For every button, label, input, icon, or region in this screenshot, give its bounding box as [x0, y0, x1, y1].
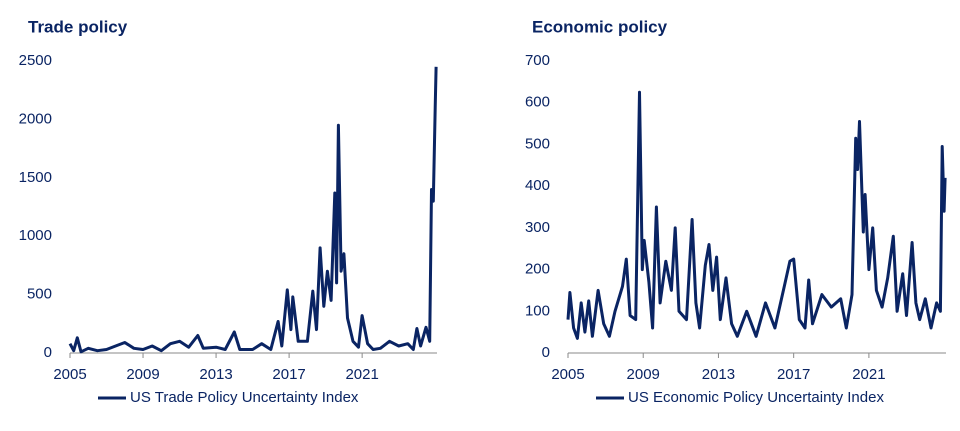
y-tick-label: 100 [525, 302, 550, 319]
y-tick-label: 700 [525, 52, 550, 69]
x-tick-label: 2013 [199, 366, 232, 383]
series-line [68, 66, 438, 354]
legend-label: US Trade Policy Uncertainty Index [130, 389, 359, 406]
chart-title: Trade policy [28, 17, 128, 36]
series-line [566, 90, 947, 340]
x-tick-label: 2013 [702, 366, 735, 383]
y-tick-label: 500 [525, 135, 550, 152]
x-tick-label: 2009 [627, 366, 660, 383]
x-tick-label: 2021 [345, 366, 378, 383]
y-tick-label: 2000 [19, 110, 52, 127]
legend-label: US Economic Policy Uncertainty Index [628, 389, 884, 406]
x-tick-label: 2017 [272, 366, 305, 383]
y-tick-label: 0 [542, 344, 550, 361]
y-tick-label: 1500 [19, 169, 52, 186]
x-tick-label: 2005 [53, 366, 86, 383]
y-tick-label: 2500 [19, 52, 52, 69]
y-tick-label: 300 [525, 219, 550, 236]
x-tick-label: 2005 [551, 366, 584, 383]
x-tick-label: 2017 [777, 366, 810, 383]
y-tick-label: 0 [44, 344, 52, 361]
y-tick-label: 200 [525, 261, 550, 278]
y-tick-label: 1000 [19, 227, 52, 244]
y-tick-label: 500 [27, 286, 52, 303]
y-tick-label: 400 [525, 177, 550, 194]
y-tick-label: 600 [525, 94, 550, 111]
chart-title: Economic policy [532, 17, 668, 36]
x-tick-label: 2009 [126, 366, 159, 383]
x-tick-label: 2021 [852, 366, 885, 383]
